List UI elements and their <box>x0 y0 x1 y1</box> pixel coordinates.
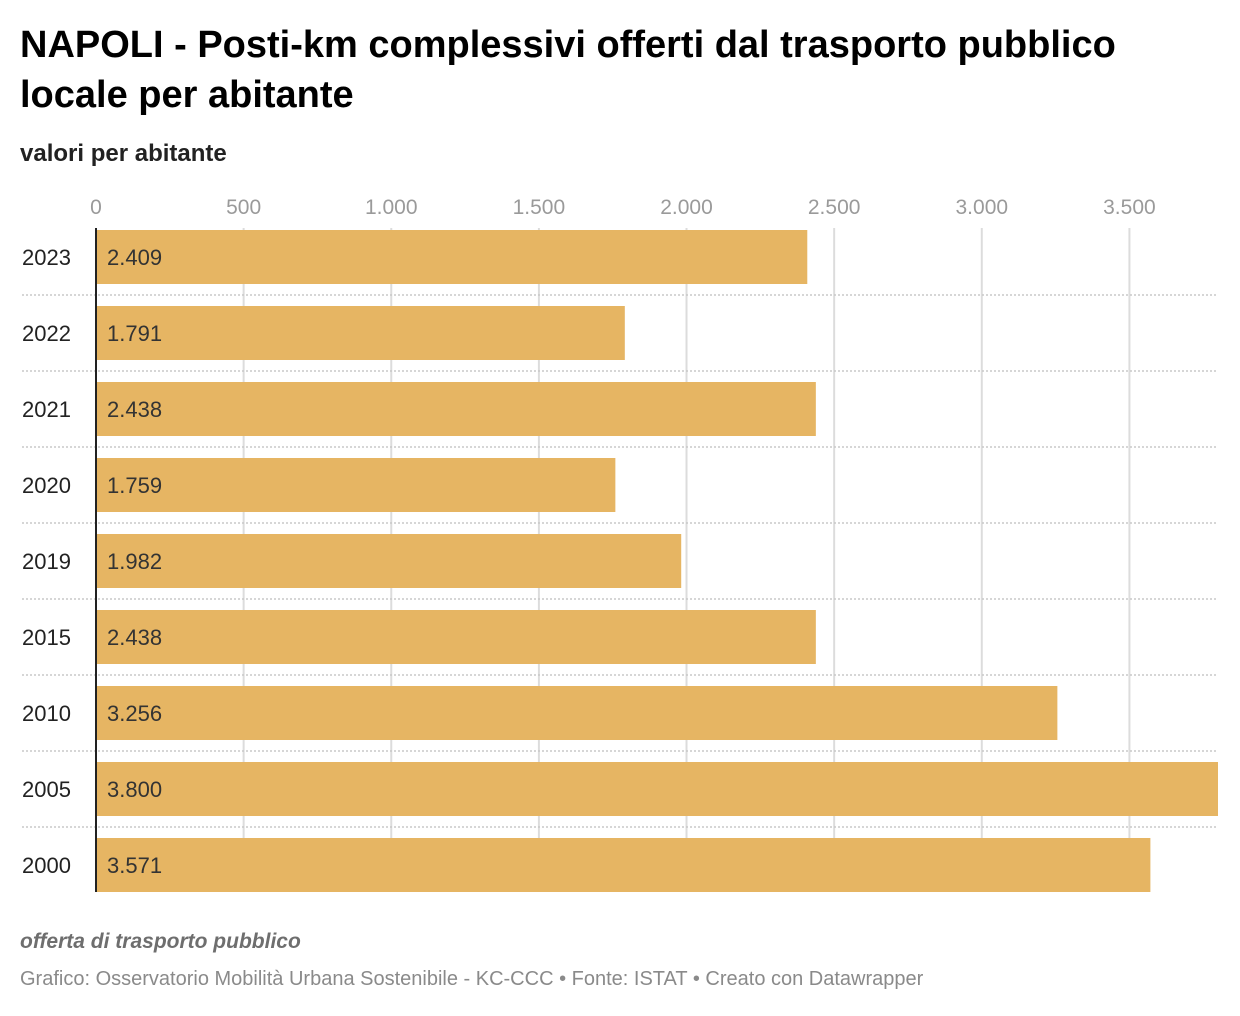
credit-sep-2: • <box>692 968 700 990</box>
category-label: 2005 <box>22 777 71 802</box>
category-label: 2019 <box>22 549 71 574</box>
bar <box>96 838 1151 892</box>
x-tick-label: 1.500 <box>513 196 566 219</box>
x-tick-label: 500 <box>226 196 261 219</box>
credit-sep-1: • <box>559 968 567 990</box>
category-label: 2023 <box>22 245 71 270</box>
x-tick-label: 0 <box>90 196 102 219</box>
chart-subtitle: valori per abitante <box>20 140 227 167</box>
chart-footnote: offerta di trasporto pubblico <box>20 930 301 953</box>
x-tick-label: 2.500 <box>808 196 861 219</box>
category-label: 2015 <box>22 625 71 650</box>
bar <box>96 610 816 664</box>
credit-creato: Creato con Datawrapper <box>705 968 924 990</box>
data-label: 3.571 <box>107 853 162 878</box>
bar <box>96 534 682 588</box>
bar-chart: 0 500 1.000 1.500 2.000 2.500 3.000 3.500 2023 2… <box>22 196 1218 892</box>
data-label: 1.982 <box>107 549 162 574</box>
data-label: 3.256 <box>107 701 162 726</box>
x-tick-label: 1.000 <box>365 196 418 219</box>
category-label: 2020 <box>22 473 71 498</box>
x-tick-label: 2.000 <box>660 196 713 219</box>
data-label: 2.409 <box>107 245 162 270</box>
credit-fonte: Fonte: ISTAT <box>571 968 688 990</box>
category-label: 2021 <box>22 397 71 422</box>
x-tick-label: 3.500 <box>1103 196 1156 219</box>
chart-title: NAPOLI - Posti-km complessivi offerti da… <box>20 24 1116 116</box>
data-label: 2.438 <box>107 625 162 650</box>
credit-grafico: Grafico: Osservatorio Mobilità Urbana So… <box>20 968 554 990</box>
data-label: 2.438 <box>107 397 162 422</box>
category-label: 2010 <box>22 701 71 726</box>
data-label: 3.800 <box>107 777 162 802</box>
bar <box>96 686 1058 740</box>
x-tick-label: 3.000 <box>956 196 1009 219</box>
chart-credits: Grafico: Osservatorio Mobilità Urbana So… <box>20 968 923 991</box>
bar <box>96 458 616 512</box>
bar <box>96 762 1218 816</box>
category-label: 2000 <box>22 853 71 878</box>
data-label: 1.791 <box>107 321 162 346</box>
data-label: 1.759 <box>107 473 162 498</box>
bar <box>96 382 816 436</box>
bar <box>96 306 625 360</box>
bar <box>96 230 808 284</box>
category-label: 2022 <box>22 321 71 346</box>
